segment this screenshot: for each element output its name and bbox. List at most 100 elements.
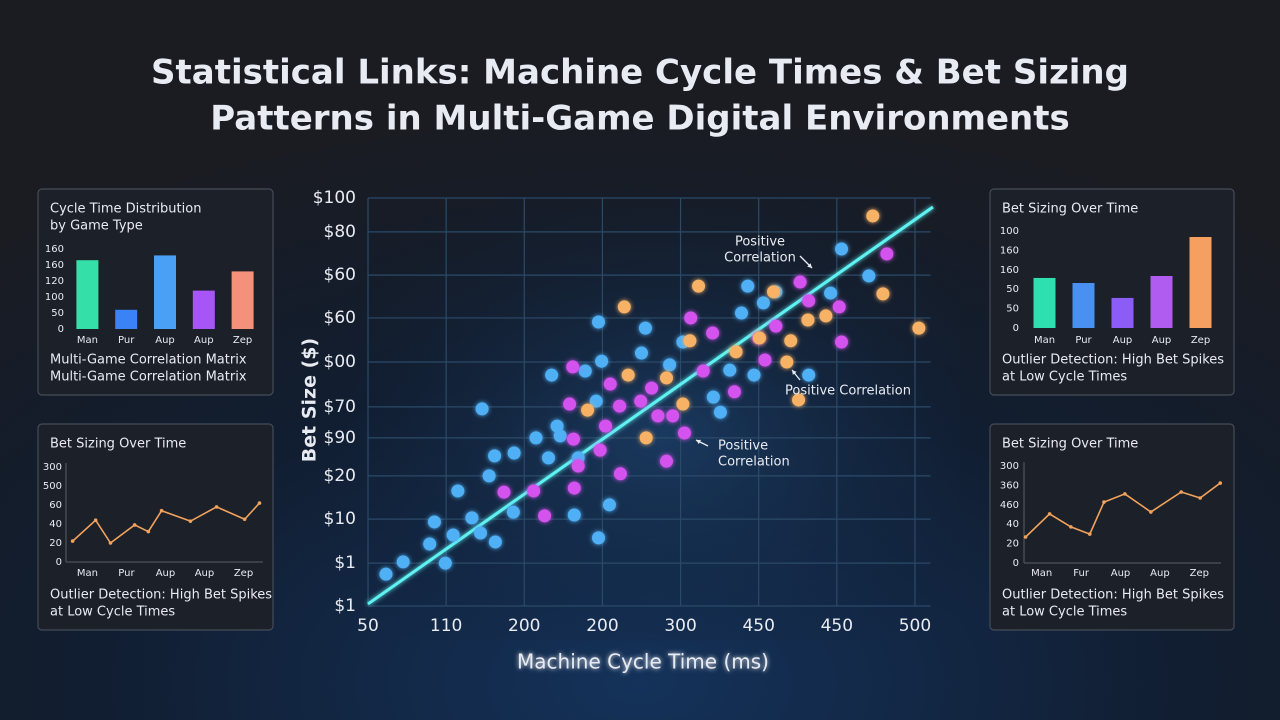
- line-point: [93, 518, 98, 522]
- data-point: [634, 394, 648, 408]
- data-point: [862, 269, 876, 283]
- data-point: [451, 484, 465, 498]
- data-point: [567, 432, 581, 446]
- data-point: [801, 313, 815, 327]
- data-point: [538, 509, 552, 523]
- x-axis-label: Machine Cycle Time (ms): [517, 650, 769, 674]
- data-point: [527, 484, 541, 498]
- bar: [1189, 237, 1212, 328]
- data-point: [741, 279, 755, 293]
- trend-line: [367, 205, 934, 606]
- data-point: [593, 443, 607, 457]
- data-point: [592, 315, 606, 329]
- data-point: [912, 321, 926, 335]
- data-point: [723, 363, 737, 377]
- data-point: [396, 555, 410, 569]
- y-tick-label: $20: [324, 466, 356, 486]
- bar: [154, 255, 176, 329]
- data-point: [553, 429, 567, 443]
- line-point: [214, 505, 219, 509]
- data-point: [824, 286, 838, 300]
- x-tick-label: Zep: [1191, 335, 1210, 346]
- data-point: [446, 528, 460, 542]
- data-point: [497, 485, 511, 499]
- data-point: [756, 296, 770, 310]
- data-point: [638, 321, 652, 335]
- data-point: [645, 381, 659, 395]
- x-tick-label: 200: [508, 616, 540, 636]
- x-tick-label: Aup: [1152, 335, 1172, 346]
- y-tick-label: $100: [313, 188, 356, 208]
- data-point: [567, 481, 581, 495]
- x-tick-label: Aup: [155, 335, 175, 346]
- x-tick-label: Aup: [1111, 568, 1131, 579]
- page-title: Patterns in Multi-Game Digital Environme…: [210, 99, 1069, 139]
- data-point: [589, 394, 603, 408]
- data-line: [1025, 482, 1221, 538]
- x-tick-label: Zep: [1190, 568, 1209, 579]
- annotation: Positive Correlation: [785, 384, 911, 399]
- data-point: [545, 368, 559, 382]
- x-tick-label: Man: [1034, 335, 1055, 346]
- data-point: [599, 419, 613, 433]
- line-point: [70, 539, 75, 543]
- x-tick-label: Aup: [1113, 335, 1133, 346]
- x-tick-label: Aup: [156, 568, 176, 579]
- panel-title: Bet Sizing Over Time: [1002, 437, 1138, 452]
- line-point: [132, 523, 137, 527]
- data-point: [542, 451, 556, 465]
- panel: [37, 423, 274, 631]
- panel-title: by Game Type: [50, 219, 143, 234]
- data-point: [651, 409, 665, 423]
- y-tick-label: 460: [1000, 500, 1019, 511]
- y-tick-label: 100: [45, 292, 64, 303]
- y-tick-label: 160: [45, 260, 64, 271]
- data-point: [423, 537, 437, 551]
- panel-footer: Outlier Detection: High Bet Spikes: [50, 588, 272, 603]
- y-tick-label: 160: [1000, 265, 1019, 276]
- data-point: [683, 334, 697, 348]
- y-tick-label: 300: [1000, 461, 1019, 472]
- data-point: [592, 531, 606, 545]
- y-tick-label: 100: [1000, 226, 1019, 237]
- x-tick-label: Pur: [118, 568, 135, 579]
- data-point: [866, 209, 880, 223]
- bar: [231, 271, 254, 329]
- bar: [1150, 276, 1173, 328]
- panel-footer: at Low Cycle Times: [1002, 605, 1127, 620]
- y-tick-label: 20: [49, 538, 62, 549]
- data-point: [595, 354, 609, 368]
- data-point: [465, 511, 479, 525]
- data-point: [634, 346, 648, 360]
- panel: [989, 188, 1235, 396]
- data-point: [482, 469, 496, 483]
- y-tick-label: 160: [1000, 245, 1019, 256]
- data-point: [769, 319, 783, 333]
- panel-title: Cycle Time Distribution: [50, 202, 201, 217]
- panel-title: Bet Sizing Over Time: [1002, 202, 1138, 217]
- arrow-head: [792, 370, 797, 375]
- panel-footer: Multi-Game Correlation Matrix: [50, 353, 247, 368]
- data-point: [752, 331, 766, 345]
- y-tick-label: 120: [45, 276, 64, 287]
- data-point: [603, 377, 617, 391]
- y-tick-label: $90: [324, 428, 356, 448]
- data-point: [659, 454, 673, 468]
- data-line: [72, 502, 261, 545]
- bar: [1072, 282, 1095, 328]
- data-point: [621, 368, 635, 382]
- y-axis-label: Bet Size ($): [299, 338, 321, 462]
- data-point: [578, 364, 592, 378]
- data-point: [507, 446, 521, 460]
- data-point: [663, 358, 677, 372]
- data-point: [659, 371, 673, 385]
- data-point: [488, 449, 502, 463]
- y-tick-label: 40: [1006, 519, 1019, 530]
- panel-title: Bet Sizing Over Time: [50, 437, 186, 452]
- line-point: [188, 519, 193, 523]
- line-point: [1179, 490, 1184, 494]
- data-point: [802, 368, 816, 382]
- y-tick-label: 300: [43, 462, 62, 473]
- data-point: [506, 505, 520, 519]
- data-point: [427, 515, 441, 529]
